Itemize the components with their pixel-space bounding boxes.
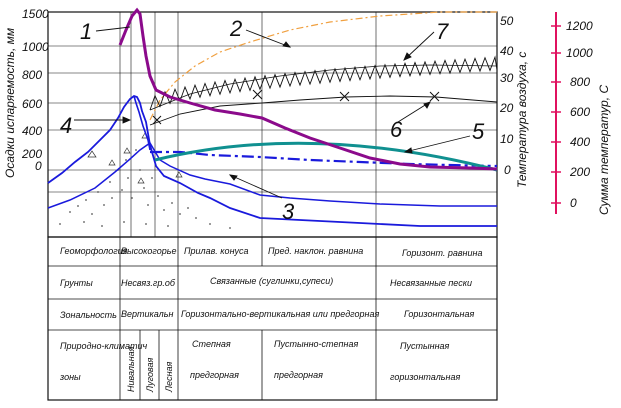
right2-tick: 200 bbox=[569, 165, 590, 179]
table-cell: Несвязанные пески bbox=[390, 278, 472, 288]
table-cell: Горизонтально-вертикальная или предгорна… bbox=[181, 309, 379, 319]
table-cell: Пред. наклон. равнина bbox=[268, 246, 363, 256]
curve-label-3: 3 bbox=[282, 199, 295, 224]
curve-number-labels: 1 2 3 4 5 6 7 bbox=[60, 16, 485, 224]
table-header-climatic-zones-2: зоны bbox=[59, 372, 81, 382]
curve-1-precipitation-line bbox=[118, 7, 498, 171]
table-cell: Вертикальн bbox=[121, 309, 173, 319]
table-vertical-cell: Лесная bbox=[164, 361, 174, 393]
curve-label-4: 4 bbox=[60, 113, 72, 138]
curve-4-line bbox=[133, 95, 151, 151]
label-leader-lines bbox=[74, 26, 471, 199]
right1-tick: 40 bbox=[500, 44, 514, 58]
left-tick: 800 bbox=[22, 68, 42, 82]
table-header-soils: Грунты bbox=[60, 278, 93, 288]
curve-label-6: 6 bbox=[390, 117, 403, 142]
curve-5-line bbox=[154, 141, 498, 172]
table-cell: Прилав. конуса bbox=[184, 246, 249, 256]
right-axis-1-ticks: 50 40 30 20 10 0 bbox=[499, 14, 514, 177]
table-cell: Несвяз.гр.об bbox=[121, 278, 176, 288]
table-cell: Пустынно-степная bbox=[274, 339, 358, 349]
terrain-triangles bbox=[87, 132, 183, 184]
curve-label-1: 1 bbox=[80, 19, 92, 44]
right1-tick: 0 bbox=[504, 163, 511, 177]
table-header-climatic-zones: Природно-климатич bbox=[60, 341, 147, 351]
curve-2-line bbox=[149, 11, 497, 121]
table-header-zonality: Зональность bbox=[60, 310, 117, 320]
table-cell: Горизонтальная bbox=[404, 309, 475, 319]
right-axis-1-label: Температура воздуха, с bbox=[515, 52, 529, 188]
left-tick: 200 bbox=[21, 147, 42, 161]
vertical-gridlines bbox=[119, 12, 377, 237]
relief-profile-line bbox=[47, 94, 497, 227]
table-header-geomorphology: Геоморфология bbox=[60, 246, 128, 256]
right2-tick: 1200 bbox=[566, 19, 593, 33]
right-axis-2-ticks: 1200 1000 800 600 400 200 0 bbox=[566, 19, 593, 210]
right2-tick: 1000 bbox=[566, 46, 593, 60]
left-axis-ticks: 1500 1000 800 600 400 200 0 bbox=[21, 7, 49, 173]
left-tick: 1000 bbox=[22, 40, 49, 54]
right-axis-2-tickmarks bbox=[551, 25, 561, 204]
terrain-stipple bbox=[59, 149, 231, 229]
right-axis-2-label: Сумма температур, С bbox=[597, 85, 611, 215]
horizontal-gridlines bbox=[48, 45, 497, 193]
right2-tick: 400 bbox=[570, 135, 590, 149]
curve-label-7: 7 bbox=[436, 19, 449, 44]
relief-profile-lower-line bbox=[47, 141, 497, 209]
curve-label-5: 5 bbox=[472, 119, 485, 144]
table-vertical-cell: Нивальная bbox=[126, 346, 136, 392]
curve-6-line bbox=[149, 95, 498, 126]
right1-tick: 10 bbox=[500, 132, 514, 146]
right2-tick: 800 bbox=[570, 75, 590, 89]
table-cell: Горизонт. равнина bbox=[402, 248, 482, 258]
table-cell: Высокогорье bbox=[121, 246, 176, 256]
left-tick: 0 bbox=[35, 159, 42, 173]
right2-tick: 0 bbox=[570, 196, 577, 210]
table-cell: предгорная bbox=[190, 370, 239, 380]
curve-label-2: 2 bbox=[229, 16, 242, 41]
left-axis-label: Осадки испаряемость, мм bbox=[3, 28, 17, 178]
table-vertical-cell: Луговая bbox=[145, 357, 155, 393]
right2-tick: 600 bbox=[570, 105, 590, 119]
table-cell: Степная bbox=[192, 339, 231, 349]
right1-tick: 50 bbox=[500, 14, 514, 28]
curve-6-x-markers bbox=[152, 89, 440, 125]
table-cell: предгорная bbox=[274, 370, 323, 380]
curve-7-zigzag-line bbox=[149, 55, 498, 111]
table-cell: Пустынная bbox=[400, 341, 450, 351]
left-tick: 600 bbox=[22, 97, 42, 111]
zonation-table: Геоморфология Высокогорье Прилав. конуса… bbox=[47, 236, 498, 401]
right1-tick: 20 bbox=[499, 101, 514, 115]
left-tick: 400 bbox=[22, 124, 42, 138]
table-cell: горизонтальная bbox=[390, 372, 460, 382]
right1-tick: 30 bbox=[500, 71, 514, 85]
left-tick: 1500 bbox=[22, 7, 49, 21]
table-cell: Связанные (суглинки,супеси) bbox=[210, 276, 333, 286]
curve-7-baseline bbox=[149, 64, 498, 111]
